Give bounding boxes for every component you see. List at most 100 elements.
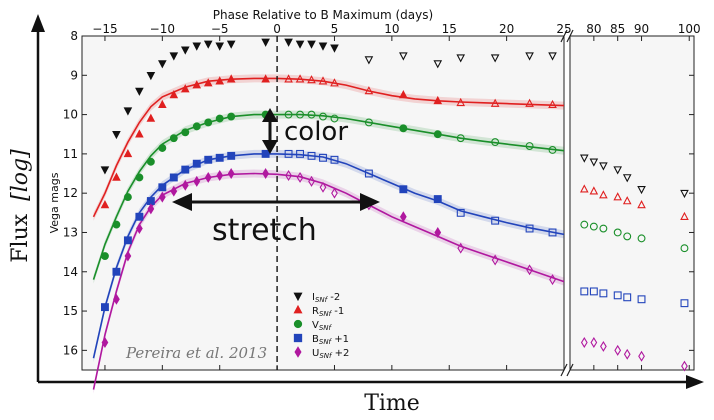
credit-label: Pereira et al. 2013 [125, 344, 267, 362]
data-point-R-6 [169, 90, 179, 99]
data-point-I-26 [589, 158, 599, 167]
legend-marker-I [293, 292, 303, 302]
stretch-label: stretch [212, 213, 317, 248]
fit-bands [93, 74, 564, 394]
data-point-V-14 [296, 110, 304, 119]
color-label: color [284, 117, 348, 147]
data-point-V-16 [319, 112, 327, 121]
data-point-U-20 [434, 227, 442, 238]
data-point-R-8 [192, 80, 202, 89]
data-point-B-7 [181, 165, 190, 174]
data-point-R-10 [215, 76, 225, 85]
data-point-I-2 [123, 107, 133, 116]
data-point-U-12 [262, 168, 269, 179]
data-point-R-5 [158, 99, 167, 109]
data-point-R-29 [622, 196, 632, 205]
data-point-V-29 [623, 232, 632, 241]
y-tick-label: 14 [63, 265, 78, 279]
data-point-B-0 [101, 303, 109, 312]
series-R [100, 74, 689, 221]
data-point-V-10 [215, 114, 224, 123]
data-point-U-11 [227, 168, 235, 179]
data-point-U-3 [136, 223, 143, 235]
data-point-V-27 [599, 224, 608, 233]
y-tick-label: 16 [63, 343, 78, 357]
data-point-V-3 [135, 173, 144, 182]
x-tick-label: −15 [92, 22, 117, 36]
data-point-I-3 [135, 87, 144, 96]
data-point-V-0 [101, 252, 109, 260]
data-point-B-13 [284, 149, 293, 158]
legend-label-V: VSNf [312, 320, 333, 332]
outer-y-label-main: Flux [8, 213, 33, 262]
data-point-R-15 [307, 75, 316, 84]
data-point-V-7 [181, 128, 190, 137]
data-point-R-3 [135, 129, 144, 138]
axis-ticks: −15 −10 −5 0 5 10 15 20 25 80 85 90 100 8 9 10 11 12 13 14 1… [63, 22, 701, 370]
data-point-B-16 [319, 153, 327, 162]
data-point-R-9 [203, 78, 213, 87]
outer-y-label-log: [log] [8, 149, 33, 201]
data-point-B-4 [146, 197, 155, 205]
legend-label-B: BSNf +1 [312, 334, 349, 346]
data-point-I-7 [180, 46, 190, 55]
data-point-V-21 [456, 134, 465, 143]
data-point-B-12 [261, 149, 270, 158]
data-point-B-29 [623, 293, 632, 302]
data-point-B-1 [112, 267, 121, 276]
x-tick-label: 25 [556, 22, 571, 36]
data-point-B-31 [680, 299, 689, 308]
data-point-R-11 [226, 74, 236, 83]
data-point-B-2 [123, 236, 132, 245]
stretch-arrow-head-right [360, 193, 380, 211]
x-tick-label: 15 [442, 22, 457, 36]
data-point-B-9 [204, 155, 213, 164]
data-point-B-11 [227, 151, 236, 160]
data-point-I-21 [456, 54, 466, 63]
data-point-R-0 [100, 200, 110, 209]
outer-y-label: Flux [log] [8, 149, 33, 263]
data-point-U-30 [638, 350, 645, 362]
color-arrow-head-down [262, 140, 278, 154]
outer-x-arrowhead [686, 375, 704, 389]
data-point-U-14 [296, 171, 304, 183]
data-point-B-10 [215, 153, 224, 162]
data-point-U-5 [158, 191, 166, 203]
x-tick-label: 100 [678, 22, 701, 36]
data-point-V-23 [525, 142, 534, 150]
data-point-B-28 [613, 291, 622, 300]
data-point-V-5 [158, 144, 167, 152]
series-U [101, 168, 688, 372]
data-point-R-19 [399, 90, 408, 99]
data-point-U-23 [526, 264, 533, 276]
data-point-B-14 [296, 149, 304, 158]
data-point-I-19 [399, 52, 408, 61]
data-point-V-25 [580, 220, 589, 229]
data-point-I-14 [295, 40, 305, 49]
x-tick-label: 80 [586, 22, 601, 36]
x-tick-label: −5 [211, 22, 229, 36]
data-point-R-22 [490, 98, 500, 107]
data-point-U-2 [124, 250, 132, 262]
data-point-R-24 [548, 99, 557, 109]
data-point-I-6 [169, 52, 179, 61]
data-point-U-26 [590, 337, 598, 348]
data-point-V-15 [307, 110, 316, 119]
data-point-I-11 [226, 40, 236, 49]
data-point-B-22 [491, 216, 500, 225]
data-point-U-29 [623, 348, 631, 360]
legend: ISNf -2 RSNf -1 VSNf BSNf +1 USNf +2 [293, 292, 349, 360]
y-tick-label: 9 [70, 68, 78, 82]
data-point-R-30 [637, 200, 646, 209]
data-point-U-24 [549, 274, 556, 286]
data-point-U-15 [308, 175, 315, 187]
data-point-R-17 [330, 78, 339, 87]
data-point-U-17 [331, 187, 338, 199]
data-point-R-28 [613, 192, 623, 201]
fit-band-B [93, 149, 564, 363]
data-point-V-20 [433, 130, 442, 139]
data-point-V-22 [491, 138, 500, 147]
data-point-B-21 [456, 208, 465, 217]
data-point-I-1 [112, 130, 121, 140]
